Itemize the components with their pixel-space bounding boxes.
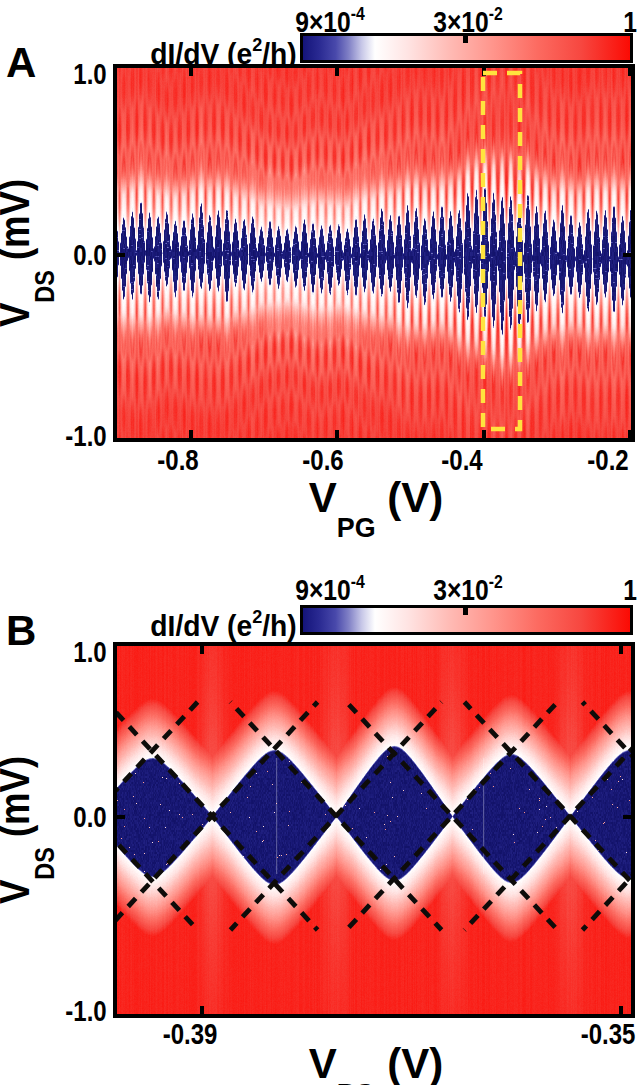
y-tick-label: 1.0 [74, 636, 107, 668]
x-tick-label: -0.6 [302, 444, 343, 476]
heatmap-b [117, 646, 631, 1014]
plot-area-b [113, 642, 635, 1018]
x-tick-label: -0.4 [441, 444, 482, 476]
colorbar-tick-label: 9×10-4 [295, 568, 365, 605]
heatmap-a [117, 68, 631, 438]
x-tick-label: -0.35 [581, 1018, 636, 1050]
colorbar-tick-label: 9×10-4 [295, 0, 365, 37]
y-tick-label: -1.0 [66, 995, 107, 1027]
colorbar-tick-label: 1 [623, 568, 637, 605]
colorbar-tick-mark [463, 608, 468, 615]
x-axis-label: VPG (V) [309, 476, 444, 534]
y-tick-label: 0.0 [74, 239, 107, 271]
y-axis-label: VDS (mV) [0, 179, 51, 327]
x-tick-label: -0.39 [163, 1018, 218, 1050]
y-tick-label: -1.0 [66, 420, 107, 452]
colorbar-tick-label: 3×10-2 [433, 568, 503, 605]
y-axis-label: VDS (mV) [0, 756, 51, 904]
figure: 9×10-4 3×10-2 1 dI/dV (e2/h) A 1.0 0.0 -… [0, 0, 642, 1085]
x-tick-label: -0.8 [157, 444, 198, 476]
panel-letter: B [6, 610, 36, 652]
x-tick-label: -0.2 [587, 444, 628, 476]
y-tick-label: 1.0 [74, 58, 107, 90]
y-tick-label: 0.0 [74, 801, 107, 833]
colorbar-tick-mark [463, 36, 468, 43]
x-axis-label: VPG (V) [309, 1042, 444, 1085]
colorbar-tick-label: 3×10-2 [433, 0, 503, 37]
colorbar-tick-label: 1 [623, 0, 637, 37]
panel-letter: A [6, 42, 36, 84]
plot-area-a [113, 64, 635, 442]
colorbar-title: dI/dV (e2/h) [151, 603, 297, 642]
